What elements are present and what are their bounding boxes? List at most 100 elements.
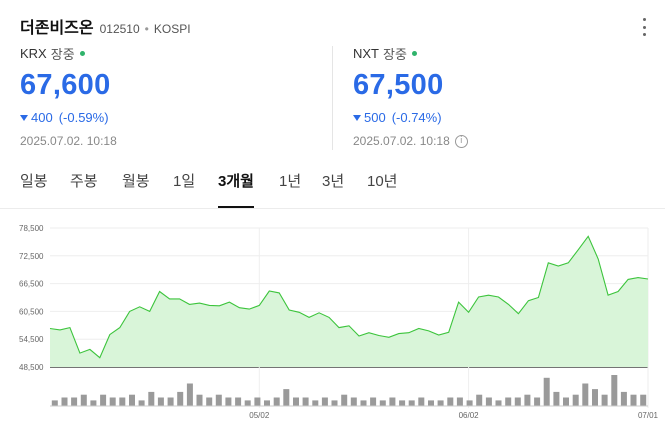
krx-label: KRX 장중 bbox=[20, 45, 117, 62]
volume-bar bbox=[428, 400, 434, 406]
volume-bar bbox=[640, 394, 647, 406]
tab-monthly[interactable]: 월봉 bbox=[122, 173, 150, 190]
x-tick-label: 06/02 bbox=[459, 411, 480, 420]
krx-change-value: 400 bbox=[31, 110, 53, 125]
volume-bar bbox=[630, 394, 637, 406]
tab-3months[interactable]: 3개월 bbox=[218, 171, 254, 208]
nxt-label: NXT 장중 bbox=[353, 45, 468, 62]
nxt-change-value: 500 bbox=[364, 110, 386, 125]
volume-bar bbox=[331, 400, 338, 406]
volume-bar bbox=[350, 397, 357, 406]
volume-bar bbox=[244, 400, 251, 406]
volume-bar bbox=[563, 397, 569, 406]
volume-bar bbox=[553, 391, 560, 406]
price-chart[interactable]: 78,500 72,500 66,500 60,500 54,500 48,500 05/0… bbox=[0, 212, 665, 426]
volume-bar bbox=[157, 397, 164, 406]
volume-bar bbox=[129, 394, 135, 406]
stock-header: 더존비즈온 012510 • KOSPI bbox=[20, 14, 191, 37]
volume-bar bbox=[235, 397, 242, 406]
volume-bar bbox=[572, 394, 579, 406]
krx-change-pct: (-0.59%) bbox=[58, 110, 109, 125]
tab-10years[interactable]: 10년 bbox=[367, 173, 398, 190]
volume-bar bbox=[485, 397, 492, 406]
volume-bar bbox=[109, 397, 116, 406]
volume-bar bbox=[466, 400, 473, 406]
market-name: KOSPI bbox=[153, 22, 191, 36]
volume-bar bbox=[620, 391, 627, 406]
volume-bar bbox=[592, 389, 598, 406]
volume-bar bbox=[283, 389, 290, 406]
tabs-divider bbox=[0, 208, 665, 209]
volume-bar bbox=[51, 400, 58, 406]
volume-bar bbox=[61, 397, 68, 406]
volume-bar bbox=[302, 397, 309, 406]
y-tick-label: 54,500 bbox=[19, 335, 44, 344]
volume-bar bbox=[321, 397, 328, 406]
y-tick-label: 60,500 bbox=[19, 307, 44, 316]
volume-bar bbox=[186, 383, 193, 406]
volume-bar bbox=[476, 394, 483, 406]
more-options-icon[interactable] bbox=[641, 18, 647, 36]
krx-timestamp: 2025.07.02. 10:18 bbox=[20, 134, 117, 148]
volume-bar bbox=[138, 400, 145, 406]
nxt-timestamp: 2025.07.02. 10:18 i bbox=[353, 134, 468, 148]
tab-1year[interactable]: 1년 bbox=[279, 173, 302, 190]
krx-quote: KRX 장중 67,600 400 (-0.59%) 2025.07.02. 1… bbox=[20, 45, 117, 148]
tab-1day[interactable]: 1일 bbox=[173, 173, 196, 190]
x-tick-label: 07/01 bbox=[638, 411, 659, 420]
volume-bar bbox=[447, 397, 454, 406]
volume-bar bbox=[264, 400, 270, 406]
volume-bar bbox=[524, 394, 531, 406]
nxt-exchange: NXT bbox=[353, 45, 379, 61]
volume-bar bbox=[71, 397, 78, 406]
volume-bar bbox=[196, 394, 203, 406]
nxt-timestamp-text: 2025.07.02. 10:18 bbox=[353, 134, 450, 148]
down-arrow-icon bbox=[20, 114, 28, 121]
volume-bar bbox=[601, 394, 608, 406]
volume-bar bbox=[254, 397, 261, 406]
volume-bar bbox=[543, 377, 550, 406]
volume-bar bbox=[293, 397, 299, 406]
x-tick-label: 05/02 bbox=[249, 411, 270, 420]
volume-bar bbox=[273, 397, 280, 406]
separator-dot: • bbox=[144, 22, 149, 36]
nxt-price: 67,500 bbox=[353, 69, 444, 101]
volume-bar bbox=[437, 400, 444, 406]
krx-price: 67,600 bbox=[20, 69, 111, 101]
volume-bar bbox=[495, 400, 502, 406]
tab-3years[interactable]: 3년 bbox=[322, 173, 345, 190]
tab-weekly[interactable]: 주봉 bbox=[70, 173, 98, 190]
volume-bar bbox=[514, 397, 521, 406]
volume-bar bbox=[167, 397, 174, 406]
info-icon[interactable]: i bbox=[454, 134, 468, 148]
volume-bar bbox=[418, 397, 425, 406]
y-tick-label: 78,500 bbox=[19, 224, 44, 233]
volume-bar bbox=[215, 394, 222, 406]
price-area bbox=[50, 236, 648, 367]
volume-bar bbox=[389, 397, 396, 406]
volume-bar bbox=[225, 397, 232, 406]
volume-bar bbox=[119, 397, 126, 406]
tab-daily[interactable]: 일봉 bbox=[20, 173, 48, 190]
volume-bar bbox=[177, 391, 184, 406]
stock-name: 더존비즈온 bbox=[20, 20, 94, 37]
volume-bar bbox=[341, 394, 348, 406]
volume-bar bbox=[379, 400, 386, 406]
y-tick-label: 72,500 bbox=[19, 252, 44, 261]
volume-bar bbox=[370, 397, 377, 406]
volume-bar bbox=[456, 397, 463, 406]
volume-bar bbox=[100, 394, 107, 406]
volume-bar bbox=[505, 397, 512, 406]
volume-bar bbox=[312, 400, 319, 406]
nxt-status: 장중 bbox=[383, 46, 407, 62]
volume-bar bbox=[148, 391, 155, 406]
down-arrow-icon bbox=[353, 114, 361, 121]
stock-code: 012510 bbox=[99, 22, 140, 36]
krx-change: 400 (-0.59%) bbox=[20, 110, 117, 125]
live-indicator-icon bbox=[79, 50, 85, 56]
y-tick-label: 48,500 bbox=[19, 363, 44, 372]
volume-bar bbox=[206, 397, 213, 406]
nxt-change-pct: (-0.74%) bbox=[391, 110, 442, 125]
live-indicator-icon bbox=[411, 50, 417, 56]
nxt-change: 500 (-0.74%) bbox=[353, 110, 468, 125]
